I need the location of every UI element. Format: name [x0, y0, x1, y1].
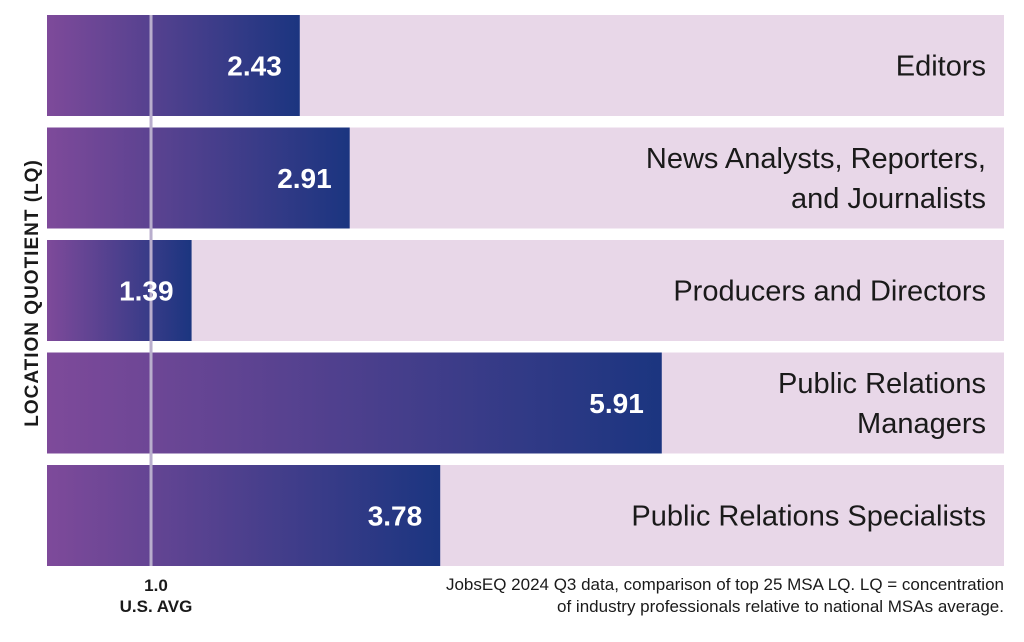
category-label-line: News Analysts, Reporters, [646, 143, 986, 175]
labels-layer: 2.43 Editors 2.91 News Analysts, Reporters,… [119, 51, 986, 533]
footnote-line-1: JobsEQ 2024 Q3 data, comparison of top 2… [445, 575, 1004, 594]
bar-value-label: 1.39 [119, 276, 174, 307]
reference-value: 1.0 [144, 576, 168, 595]
category-label: Editors [896, 51, 986, 83]
bar-value-label: 5.91 [589, 388, 644, 419]
category-label: News Analysts, Reporters, and Journalists [646, 143, 986, 215]
footnote-line-2: of industry professionals relative to na… [557, 597, 1004, 616]
category-label: Public Relations Managers [778, 368, 986, 440]
category-label-line: Managers [857, 408, 986, 440]
bars-layer [47, 15, 1004, 566]
bar-value-label: 2.91 [277, 163, 332, 194]
bar-track [47, 240, 1004, 341]
category-label-line: and Journalists [791, 183, 986, 215]
category-label: Public Relations Specialists [631, 501, 986, 533]
bar-value-label: 2.43 [227, 51, 282, 82]
bar-value-label: 3.78 [368, 501, 423, 532]
category-label-line: Producers and Directors [673, 276, 986, 308]
bar [47, 15, 300, 116]
bar [47, 465, 441, 566]
reference-label: 1.0 U.S. AVG [96, 575, 216, 617]
bar [47, 352, 662, 454]
category-label: Producers and Directors [673, 276, 986, 308]
bar [47, 127, 350, 229]
category-label-line: Public Relations Specialists [631, 501, 986, 533]
footnote: JobsEQ 2024 Q3 data, comparison of top 2… [244, 574, 1004, 618]
reference-caption: U.S. AVG [119, 597, 193, 616]
category-label-line: Editors [896, 51, 986, 83]
bar [47, 240, 192, 341]
category-label-line: Public Relations [778, 368, 986, 400]
